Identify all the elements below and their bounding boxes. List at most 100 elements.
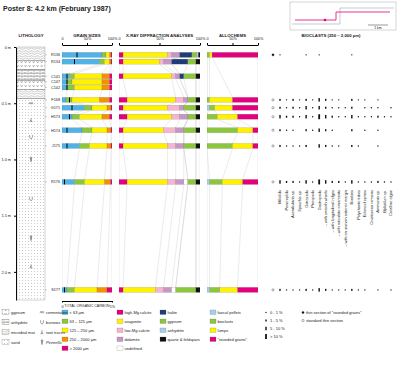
connector — [164, 57, 172, 59]
legend-label: lumps — [218, 328, 229, 333]
abundance-mark — [390, 116, 391, 117]
bar-segment — [164, 287, 172, 292]
bar-segment — [107, 287, 112, 292]
connector — [207, 133, 208, 144]
abundance-mark — [305, 54, 306, 55]
bar-segment — [196, 128, 200, 133]
bioclast-marks — [272, 54, 392, 292]
bar-segment — [168, 52, 172, 57]
taxon-label: Bivalves — [349, 190, 354, 205]
connector — [184, 64, 188, 74]
bar-segment — [123, 52, 168, 57]
abundance-mark — [338, 181, 339, 183]
connector — [123, 64, 124, 74]
bar-segment — [105, 179, 111, 184]
tick-mark — [119, 43, 120, 45]
connector — [209, 57, 210, 97]
taxon-label: Pteropods — [310, 190, 315, 208]
connector — [258, 110, 259, 114]
legend-label: high-Mg calcite — [125, 310, 153, 315]
bar-segment — [188, 179, 196, 184]
connector — [183, 148, 184, 179]
abundance-mark — [371, 181, 372, 182]
tick-mark — [112, 301, 113, 303]
sample-tick — [45, 145, 47, 146]
bar-segment — [210, 97, 233, 102]
bar-segment — [233, 105, 259, 110]
bar-segment — [82, 128, 92, 133]
abundance-mark — [279, 129, 280, 131]
bar-segment — [111, 143, 112, 148]
abundance-mark — [292, 130, 293, 131]
toc-mark — [67, 85, 68, 90]
x-axis: 050%100% — [206, 37, 264, 46]
taxon-label: Elphidium sp. — [382, 190, 387, 213]
abundance-mark — [332, 130, 333, 131]
bar-segment — [106, 52, 110, 57]
connector — [62, 64, 63, 74]
sample-label: F168 — [51, 98, 60, 102]
bar-segment — [207, 287, 210, 292]
lithology-feature — [30, 157, 32, 162]
bar-segment — [123, 74, 172, 79]
bar-segment — [80, 143, 90, 148]
bar-segment — [164, 128, 176, 133]
connector — [195, 133, 196, 144]
x-axis: 050%100% — [118, 37, 206, 46]
bar-segment — [123, 128, 164, 133]
tick: 100% — [108, 37, 118, 45]
bar-segment — [198, 52, 200, 57]
bar-segment — [107, 143, 111, 148]
legend-label: aragonite — [125, 319, 142, 324]
abundance-mark — [384, 116, 385, 117]
legend-swatch — [117, 319, 123, 324]
connector — [112, 78, 113, 80]
legend-symbol — [302, 319, 304, 321]
map-coast — [292, 8, 394, 24]
bar-segment — [97, 287, 107, 292]
bar-segment — [160, 59, 164, 64]
abundance-mark — [358, 145, 359, 146]
connector — [119, 110, 120, 114]
abundance-mark — [279, 289, 280, 291]
abundance-mark — [286, 130, 287, 131]
connector — [238, 119, 253, 127]
abundance-mark — [338, 289, 339, 290]
sample-label: R136 — [51, 53, 60, 57]
bars — [207, 52, 258, 292]
toc-mark — [69, 97, 70, 102]
legend-label: Pirenella — [46, 340, 62, 345]
abundance-mark — [351, 107, 352, 109]
legend-swatch — [117, 310, 123, 315]
abundance-mark — [351, 54, 352, 55]
sample-tick — [45, 289, 47, 290]
bar-segment — [102, 114, 110, 119]
abundance-mark — [292, 99, 293, 101]
connector — [195, 102, 196, 105]
legend-swatch — [210, 337, 216, 342]
tick-mark — [87, 43, 88, 45]
connector — [110, 102, 112, 105]
abundance-mark — [299, 99, 300, 100]
bar-segment — [62, 287, 67, 292]
toc-mark — [77, 52, 78, 57]
connector — [160, 57, 168, 59]
connector — [212, 57, 232, 97]
legend-label: thin section of "rounded grains" — [306, 310, 362, 315]
sample-label: R176 — [51, 180, 60, 184]
abundance-mark — [377, 145, 378, 146]
abundance-mark — [318, 114, 320, 119]
sample-label: S177 — [51, 288, 60, 292]
legend-swatch — [160, 337, 166, 342]
connector — [172, 79, 176, 98]
bar-segment — [102, 79, 110, 84]
connector — [119, 119, 120, 127]
map-frame — [290, 2, 396, 30]
legend-label: dolomite — [125, 337, 141, 342]
tick: 50% — [229, 37, 237, 45]
bar-segment — [62, 128, 82, 133]
bar-segment — [238, 287, 258, 292]
abundance-mark — [286, 116, 287, 118]
bar-segment — [111, 59, 112, 64]
legend-swatch — [117, 346, 123, 351]
